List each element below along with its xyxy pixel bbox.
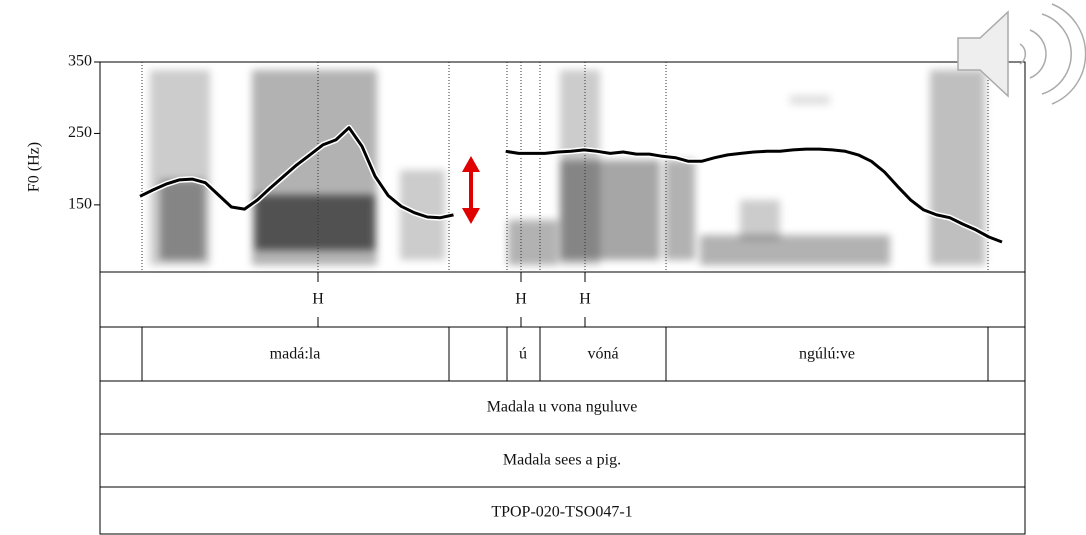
boundaries [141,62,989,272]
f0-contour [139,126,1003,244]
y-tick-label: 350 [68,53,92,70]
recording-id: TPOP-020-TSO047-1 [491,504,632,521]
y-tick-label: 150 [68,196,92,213]
tone-label: H [579,291,591,308]
speaker-icon[interactable] [957,3,1086,105]
id-tier [99,486,1026,535]
tone-label: H [515,291,527,308]
y-tick-label: 250 [68,124,92,141]
word-tier [99,326,1026,382]
double-arrow [462,156,480,224]
tone-ticks [317,272,586,327]
tone-label: H [312,291,324,308]
word-label: vóná [587,346,618,363]
tone-tier [99,271,1026,328]
spectrogram [150,70,985,265]
word-boundaries [141,327,989,381]
y-axis-label: F0 (Hz) [26,142,43,192]
word-label: madá:la [270,346,321,363]
word-label: ngúlú:ve [799,346,855,363]
sentence: Madala u vona nguluve [487,399,638,416]
translation: Madala sees a pig. [503,452,621,469]
word-label: ú [519,346,527,363]
